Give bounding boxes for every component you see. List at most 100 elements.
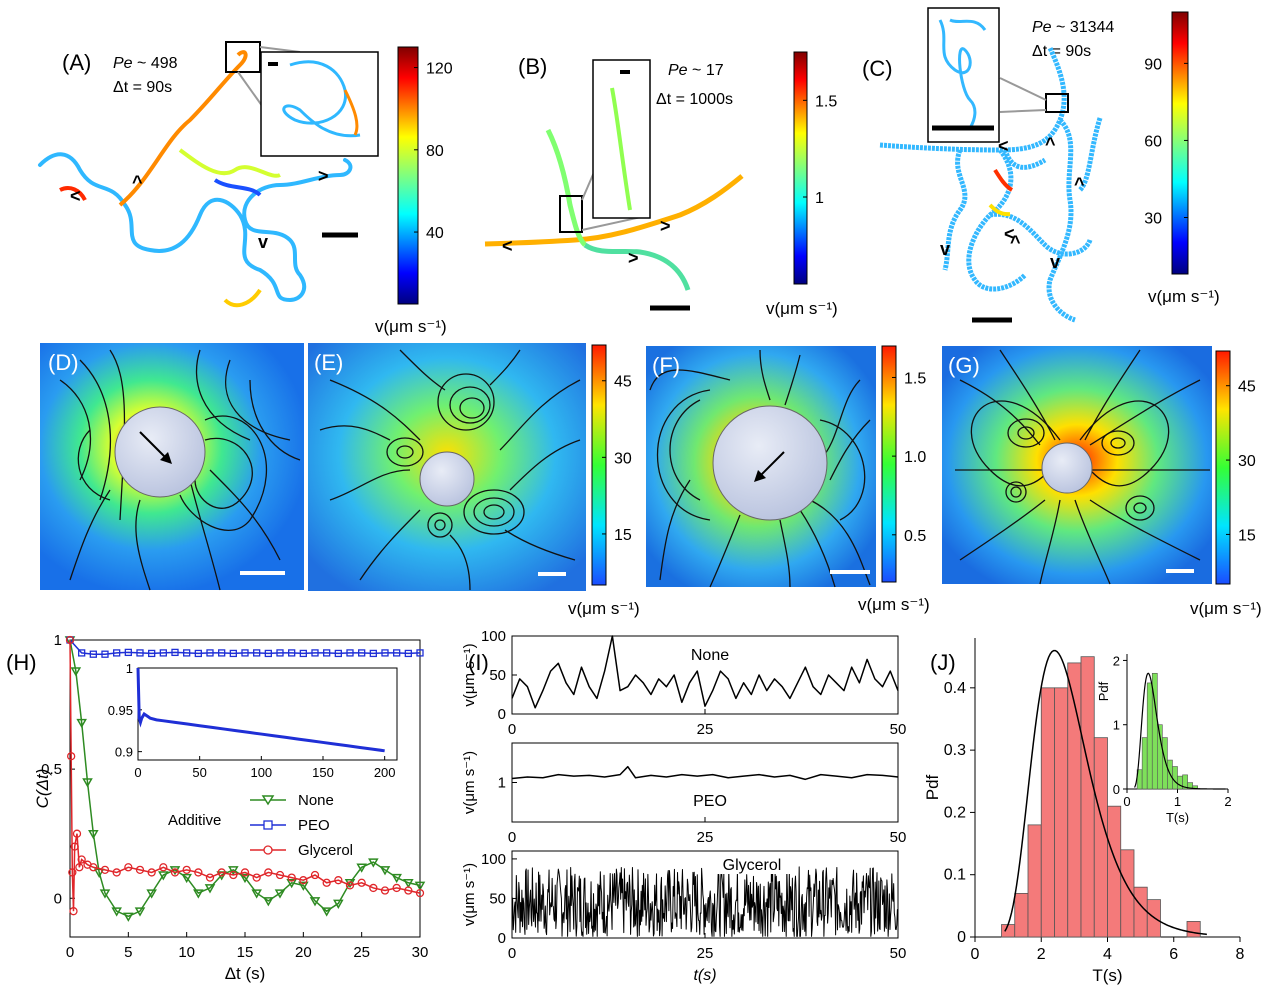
- chart-j-ylabel: Pdf: [923, 774, 942, 800]
- chart-h-point-peo: [311, 649, 319, 657]
- chart-h-point-glycerol: [217, 868, 226, 877]
- colorbar-f-tick-label: 1.5: [904, 370, 926, 387]
- chart-i-peo-label: PEO: [693, 793, 727, 810]
- chart-h-point-glycerol: [124, 863, 133, 872]
- chart-h-inset-xtick-label: 0: [134, 765, 141, 780]
- chart-h-point-none: [169, 866, 181, 876]
- chart-j-ytick-label: 0.1: [944, 867, 966, 884]
- panel-b-label: (B): [518, 54, 547, 79]
- chart-i-glycerol-xtick-label: 50: [890, 945, 907, 962]
- chart-h-point-glycerol: [404, 886, 413, 895]
- chart-h-point-glycerol: [392, 883, 401, 893]
- chart-j-inset-bar: [1177, 775, 1183, 790]
- chart-h-point-peo: [334, 649, 342, 658]
- chart-h-ylabel: C(Δt): [33, 769, 52, 809]
- chart-h-inset-ytick-label: 1: [126, 661, 133, 676]
- chart-h-point-none: [93, 868, 105, 878]
- chart-h-point-peo: [113, 649, 121, 657]
- chart-h-inset-frame: [137, 667, 398, 761]
- panel-b-pe: Pe ~ 17: [668, 62, 724, 79]
- chart-h-point-glycerol: [287, 873, 296, 882]
- chart-i-glycerol-xtick-label: 0: [508, 945, 516, 962]
- chart-j-ytick-label: 0.2: [944, 804, 966, 821]
- chart-h-point-glycerol: [67, 752, 76, 761]
- svg-text:v: v: [1050, 252, 1060, 272]
- chart-j-inset-ylabel: Pdf: [1096, 681, 1111, 701]
- chart-j-bar: [1014, 892, 1029, 938]
- chart-j-xtick-label: 4: [1103, 946, 1112, 963]
- chart-j-xtick-label: 6: [1169, 946, 1178, 963]
- colorbar-f-tick-label: 0.5: [904, 528, 926, 545]
- chart-i-glycerol-ytick-label: 50: [489, 890, 506, 907]
- chart-h-xtick-label: 25: [353, 944, 370, 961]
- colorbar-e-unit: v(μm s⁻¹): [568, 599, 640, 618]
- chart-j-ytick-label: 0: [957, 929, 966, 946]
- chart-h-point-peo: [183, 649, 191, 657]
- chart-h-point-glycerol: [77, 855, 86, 864]
- chart-h-point-none: [333, 899, 344, 909]
- chart-h-panel-label: (H): [6, 650, 37, 675]
- chart-j-bar: [1080, 656, 1095, 938]
- chart-j-panel-label: (J): [930, 650, 956, 675]
- panel-f-label: (F): [652, 353, 680, 378]
- chart-h-point-peo: [358, 649, 366, 657]
- chart-h-point-glycerol: [264, 868, 273, 877]
- chart-h-point-glycerol: [68, 868, 77, 877]
- chart-j-xtick-label: 0: [971, 946, 980, 963]
- colorbar-g-tick-label: 15: [1238, 527, 1256, 544]
- colorbar-b-unit: v(μm s⁻¹): [766, 299, 838, 318]
- chart-h-inset-xtick-label: 150: [312, 765, 334, 780]
- panel-a-trajectory: [38, 152, 353, 303]
- chart-h-point-none: [251, 889, 262, 899]
- chart-h-inset-series: [136, 667, 385, 753]
- panel-a-dt: Δt = 90s: [113, 79, 172, 96]
- panel-c-zoom-box: [1045, 93, 1069, 113]
- chart-h-point-peo: [194, 649, 202, 658]
- chart-h-point-glycerol: [252, 873, 261, 882]
- chart-h-xtick-label: 30: [412, 944, 429, 961]
- panel-b-dt: Δt = 1000s: [656, 91, 733, 108]
- chart-h-point-peo: [89, 650, 97, 658]
- svg-text:<: <: [998, 136, 1009, 156]
- chart-j-xtick-label: 2: [1037, 946, 1046, 963]
- chart-j-inset-bar: [1162, 737, 1168, 790]
- chart-h-point-glycerol: [357, 878, 366, 887]
- panel-c-pe: Pe ~ 31344: [1032, 19, 1114, 36]
- chart-h-point-peo: [381, 649, 389, 657]
- colorbar-g-tick-label: 45: [1238, 379, 1256, 396]
- chart-h-point-glycerol: [322, 878, 331, 887]
- chart-h-legend-title: Additive: [168, 812, 221, 829]
- panel-a: (A) Pe ~ 498 Δt = 90s < ^ > v: [38, 41, 379, 308]
- chart-h-point-none: [181, 873, 192, 884]
- chart-h-point-none: [403, 879, 414, 889]
- chart-h-point-none: [204, 884, 216, 894]
- chart-h-point-peo: [159, 649, 167, 657]
- colorbar-c-tick-label: 90: [1144, 56, 1162, 73]
- chart-h-point-none: [286, 879, 297, 889]
- chart-h-ytick-label: 0.5: [41, 761, 62, 778]
- chart-h-point-peo: [323, 649, 331, 657]
- chart-h-xtick-label: 15: [237, 944, 254, 961]
- chart-h-point-peo: [393, 649, 401, 657]
- panel-g-label: (G): [948, 353, 980, 378]
- chart-j-inset-bar: [1141, 737, 1148, 790]
- chart-h-point-none: [123, 912, 134, 922]
- chart-h-point-none: [344, 879, 356, 889]
- svg-text:>: >: [628, 248, 639, 268]
- chart-h-inset-ytick-label: 0.95: [108, 703, 133, 718]
- colorbar-a-tick-label: 120: [426, 61, 453, 78]
- svg-text:^: ^: [1074, 174, 1085, 194]
- chart-h-point-glycerol: [310, 870, 320, 880]
- chart-h-point-glycerol: [70, 842, 79, 851]
- chart-h-legend-label: None: [298, 792, 334, 809]
- chart-h-xtick-label: 10: [178, 944, 195, 961]
- chart-i-glycerol-label: Glycerol: [723, 857, 782, 874]
- chart-h-point-peo: [404, 649, 412, 658]
- chart-h-point-none: [70, 667, 82, 677]
- chart-h-inset-xtick-label: 50: [192, 765, 206, 780]
- chart-j-xlabel: T(s): [1092, 966, 1122, 985]
- chart-h-inset-xtick-label: 100: [250, 765, 272, 780]
- chart-i-peo-label-bg: [672, 790, 748, 810]
- svg-text:^: ^: [1045, 134, 1056, 154]
